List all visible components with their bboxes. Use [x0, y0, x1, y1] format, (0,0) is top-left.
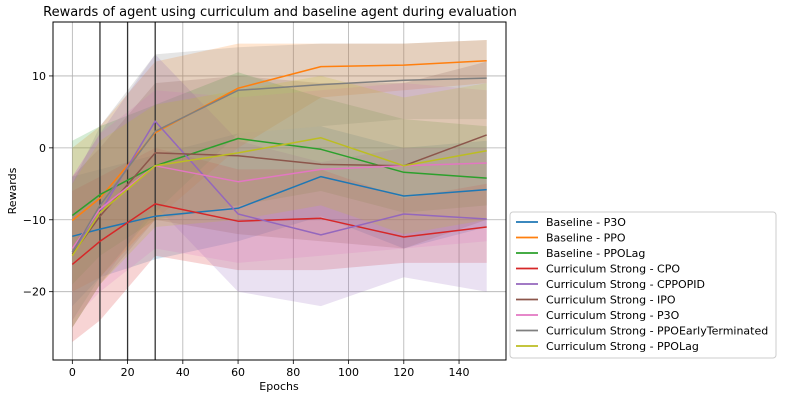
y-tick-label: −20 [23, 286, 46, 299]
x-tick-label: 120 [393, 366, 414, 379]
series-lines [71, 60, 487, 265]
series-line [71, 137, 487, 257]
plot-frame [52, 21, 507, 361]
chart-title: Rewards of agent using curriculum and ba… [43, 5, 517, 20]
x-tick-label: 140 [449, 366, 470, 379]
y-axis-label: Rewards [6, 167, 19, 214]
x-tick-label: 80 [286, 366, 300, 379]
series-line [71, 77, 487, 253]
legend-entry: Baseline - P3O [546, 216, 626, 229]
x-tick-label: 100 [338, 366, 359, 379]
legend-entry: Curriculum Strong - PPOLag [546, 340, 699, 353]
confidence-band [72, 61, 487, 328]
confidence-band [72, 54, 487, 328]
confidence-band [72, 83, 487, 321]
x-tick-label: 40 [176, 366, 190, 379]
series-line [71, 60, 487, 222]
x-tick-label: 0 [69, 366, 76, 379]
legend-frame [509, 211, 777, 359]
legend-entry: Curriculum Strong - PPOEarlyTerminated [546, 325, 768, 338]
legend-entry: Curriculum Strong - P3O [546, 309, 680, 322]
series-line [71, 203, 487, 265]
confidence-band [72, 147, 487, 342]
legend-entry: Baseline - PPO [546, 232, 626, 245]
legend: Baseline - P3O Baseline - PPO Baseline - P… [509, 211, 777, 359]
x-tick-label: 60 [231, 366, 245, 379]
x-tick-label: 20 [121, 366, 135, 379]
confidence-band [72, 126, 487, 307]
y-tick-label: 10 [32, 70, 46, 83]
confidence-band [72, 75, 487, 328]
x-ticks: 0 20 40 60 80 100 120 140 [69, 360, 470, 379]
confidence-band [72, 40, 487, 321]
plot-area [53, 22, 506, 360]
vertical-markers [99, 22, 156, 360]
x-axis-label: Epochs [259, 380, 299, 393]
y-ticks: −20 −10 0 10 [23, 70, 53, 299]
y-tick-label: −10 [23, 214, 46, 227]
legend-entry: Curriculum Strong - CPPOPID [546, 278, 705, 291]
y-tick-label: 0 [39, 142, 46, 155]
legend-entry: Baseline - PPOLag [546, 247, 645, 260]
confidence-band [72, 40, 487, 292]
legend-entry: Curriculum Strong - IPO [546, 294, 676, 307]
legend-entry: Curriculum Strong - CPO [546, 263, 680, 276]
series-line [72, 175, 487, 238]
confidence-bands [72, 40, 487, 342]
confidence-band [72, 72, 487, 285]
series-line [71, 137, 487, 217]
